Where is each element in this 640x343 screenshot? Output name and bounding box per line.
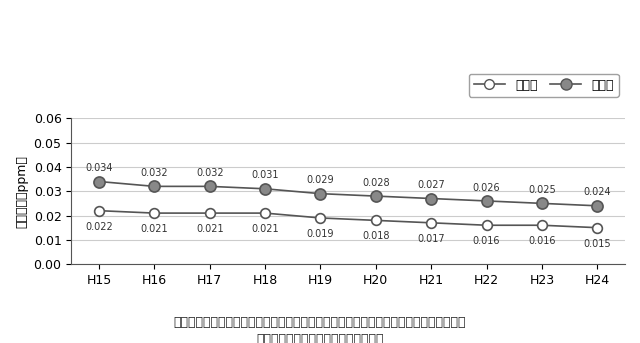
Legend: 一般局, 自排局: 一般局, 自排局 [468,73,619,97]
自排局 [317,192,324,196]
Text: 0.019: 0.019 [307,229,334,239]
Text: 0.027: 0.027 [417,180,445,190]
一般局 [372,218,380,223]
自排局 [593,204,601,208]
Text: 0.016: 0.016 [473,236,500,246]
Text: 図１－５　自動車ＮＯｘ・ＰＭ法の対策地域における二酸化窒素濃度の年平均値の推移: 図１－５ 自動車ＮＯｘ・ＰＭ法の対策地域における二酸化窒素濃度の年平均値の推移 [173,316,467,329]
自排局 [538,201,546,205]
Text: 0.026: 0.026 [473,182,500,193]
一般局 [428,221,435,225]
Text: 0.032: 0.032 [196,168,223,178]
Text: 0.034: 0.034 [85,163,113,173]
Text: 0.015: 0.015 [584,239,611,249]
自排局 [206,184,214,188]
一般局 [261,211,269,215]
Text: 0.031: 0.031 [252,170,279,180]
自排局 [150,184,158,188]
Text: 0.021: 0.021 [141,224,168,234]
Text: 0.016: 0.016 [528,236,556,246]
一般局 [95,209,103,213]
Text: 0.017: 0.017 [417,234,445,244]
一般局 [206,211,214,215]
Line: 自排局: 自排局 [93,176,603,211]
一般局 [483,223,490,227]
Line: 一般局: 一般局 [94,206,602,233]
自排局 [261,187,269,191]
Text: 0.024: 0.024 [584,188,611,198]
Y-axis label: 年平均値（ppm）: 年平均値（ppm） [15,155,28,228]
Text: 0.032: 0.032 [141,168,168,178]
自排局 [372,194,380,198]
自排局 [428,197,435,201]
Text: 0.029: 0.029 [307,175,334,185]
一般局 [317,216,324,220]
自排局 [95,179,103,184]
自排局 [483,199,490,203]
Text: 0.021: 0.021 [252,224,279,234]
Text: 0.025: 0.025 [528,185,556,195]
一般局 [150,211,158,215]
一般局 [593,226,601,230]
Text: 0.021: 0.021 [196,224,223,234]
Text: （過去１０年間の継続測定局の推移）: （過去１０年間の継続測定局の推移） [256,333,384,343]
Text: 0.022: 0.022 [85,222,113,232]
Text: 0.018: 0.018 [362,232,390,241]
一般局 [538,223,546,227]
Text: 0.028: 0.028 [362,178,390,188]
